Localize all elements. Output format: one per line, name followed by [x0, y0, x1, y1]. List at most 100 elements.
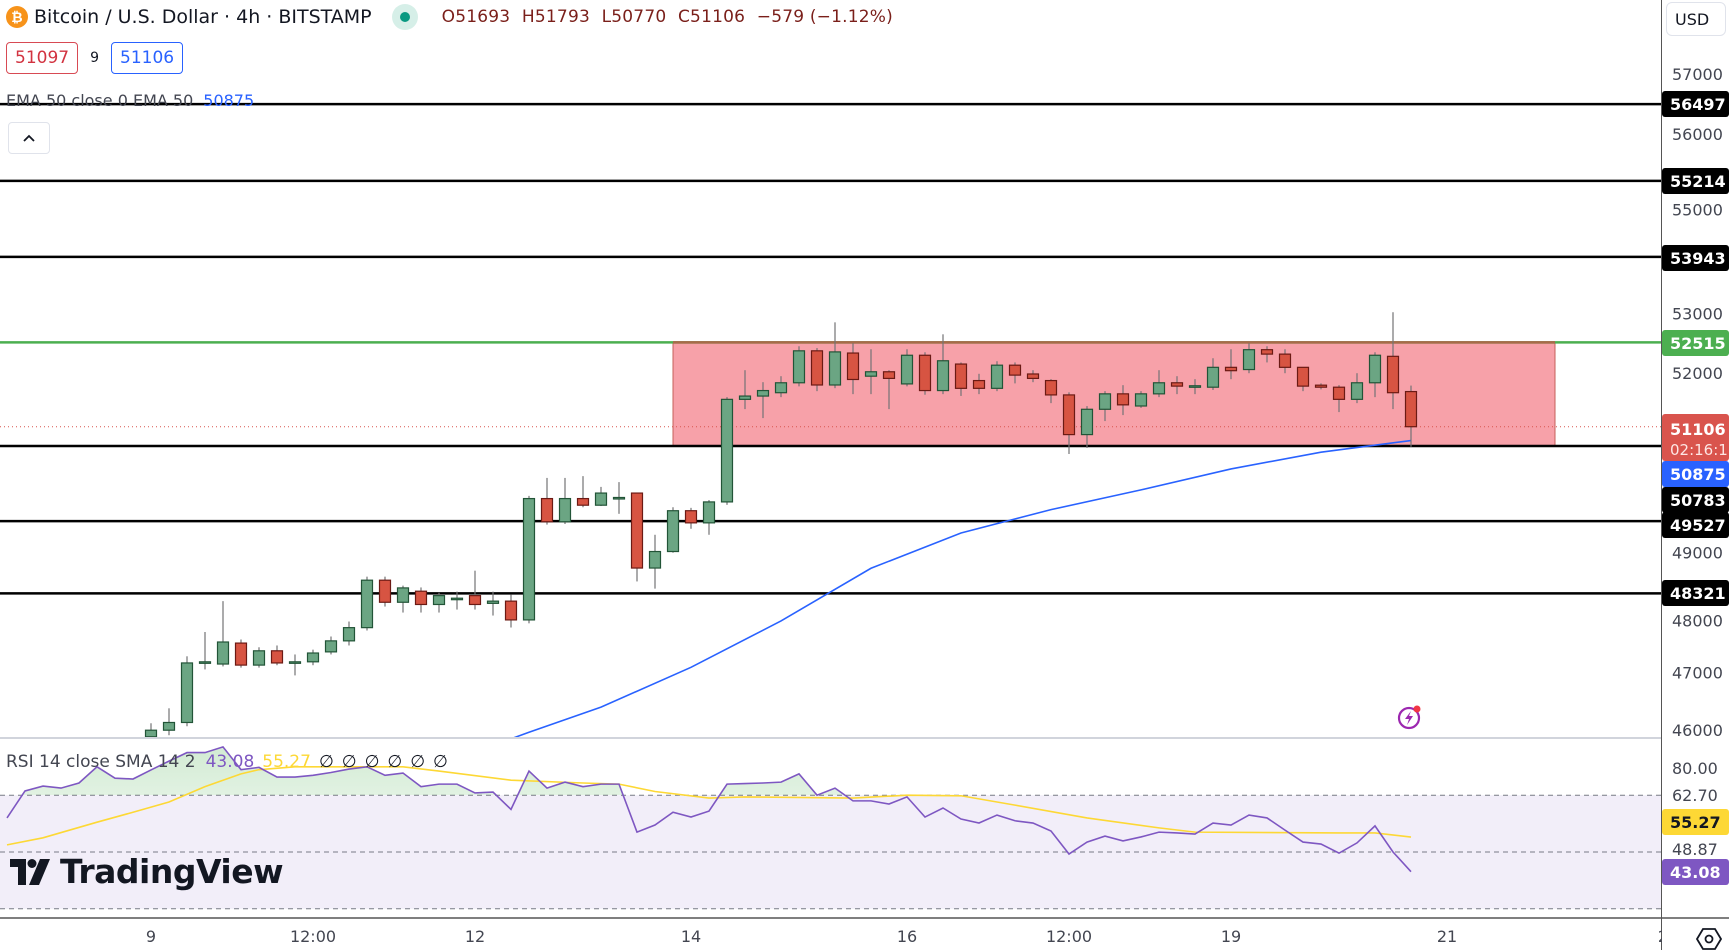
level-price-label-text: 48321: [1670, 584, 1726, 603]
candle: [774, 376, 788, 398]
candle: [216, 601, 230, 667]
price-axis[interactable]: 57000 56000 55000 53000 52000 49000 48000 47000…: [1662, 65, 1729, 885]
candle: [288, 654, 302, 676]
candle: [1170, 376, 1184, 395]
candle: [360, 576, 374, 631]
candle-body: [396, 587, 410, 603]
candle-body: [720, 398, 734, 503]
candle: [882, 370, 896, 410]
rsi-legend[interactable]: RSI 14 close SMA 14 2 43.08 55.27 ∅ ∅ ∅ …: [6, 752, 448, 772]
candle: [1152, 370, 1166, 398]
level-price-label-text: 50783: [1670, 491, 1726, 510]
level-price-label[interactable]: 55214: [1662, 168, 1729, 194]
rsi-overbought-fill: [22, 746, 845, 795]
lightning-icon[interactable]: [1396, 703, 1424, 731]
ema-50-line: [513, 439, 1412, 737]
candle-body: [1188, 385, 1202, 388]
currency-button[interactable]: USD: [1666, 2, 1726, 36]
level-price-label[interactable]: 52515: [1662, 330, 1729, 356]
candle: [324, 636, 338, 655]
candle: [1332, 385, 1346, 413]
tradingview-logo[interactable]: TradingView: [10, 852, 284, 891]
ema-legend-label: EMA 50 close 0 EMA 50: [6, 91, 194, 110]
open-value: O51693: [441, 7, 511, 27]
rsi-pane[interactable]: [0, 745, 1661, 910]
level-price-label-bg: [1662, 168, 1729, 194]
candle: [270, 645, 284, 666]
candle-body: [1404, 390, 1418, 428]
price-tick-label: 53000: [1672, 304, 1723, 323]
symbol-legend[interactable]: ₿ Bitcoin / U.S. Dollar · 4h · BITSTAMP …: [6, 4, 899, 30]
candle: [1368, 352, 1382, 398]
candle-body: [162, 721, 176, 731]
candle-body: [1026, 373, 1040, 380]
candle-body: [990, 364, 1004, 389]
candle-body: [918, 354, 932, 392]
candle: [504, 594, 518, 628]
level-price-label[interactable]: 50783: [1662, 487, 1729, 513]
candle: [756, 382, 770, 419]
candle-body: [1350, 382, 1364, 400]
market-open-status-icon[interactable]: [391, 4, 418, 30]
candle-body: [756, 389, 770, 397]
candle: [846, 343, 860, 395]
candle-body: [1062, 394, 1076, 436]
rsi-sma-axis-label[interactable]: 55.27: [1662, 809, 1729, 835]
price-tick-label: 56000: [1672, 125, 1723, 144]
candle: [540, 477, 554, 525]
rsi-axis-label[interactable]: 43.08: [1662, 859, 1729, 885]
range-box[interactable]: [672, 341, 1556, 447]
candle-body: [1098, 393, 1112, 410]
rsi-sma-axis-label-text: 55.27: [1670, 813, 1721, 832]
time-tick-label: 21: [1437, 927, 1457, 946]
candle: [1080, 406, 1094, 448]
settings-icon[interactable]: [1696, 926, 1722, 952]
sell-button[interactable]: 51097: [6, 42, 79, 74]
ema-price-label[interactable]: 50875: [1662, 461, 1729, 487]
candle: [648, 534, 662, 589]
level-price-label[interactable]: 49527: [1662, 512, 1729, 538]
candle: [864, 349, 878, 395]
candle-body: [486, 600, 500, 604]
candle: [936, 334, 950, 395]
level-price-label[interactable]: 48321: [1662, 580, 1729, 606]
na-value: ∅: [433, 752, 448, 772]
buy-button[interactable]: 51106: [111, 42, 184, 74]
candle-body: [882, 371, 896, 380]
candle-body: [180, 662, 194, 724]
price-pane[interactable]: [0, 102, 1661, 741]
candle: [972, 373, 986, 395]
collapse-legend-button[interactable]: [8, 122, 50, 154]
time-tick-label: 19: [1221, 927, 1241, 946]
last-price-text: 51106: [1670, 420, 1726, 439]
candle: [666, 507, 680, 553]
candle-body: [1224, 366, 1238, 372]
level-price-label[interactable]: 56497: [1662, 91, 1729, 117]
rsi-sma-legend-value: 55.27: [262, 752, 311, 772]
candle-body: [630, 492, 644, 569]
candle: [684, 507, 698, 529]
time-tick-label: 14: [681, 927, 701, 946]
last-price-bg: [1662, 414, 1729, 461]
rsi-tick-label: 62.70: [1672, 786, 1718, 805]
last-price-label[interactable]: 51106 02:16:1: [1662, 414, 1729, 461]
candle: [198, 632, 212, 670]
level-price-label-text: 53943: [1670, 249, 1726, 268]
candle: [306, 649, 320, 666]
level-price-label[interactable]: 53943: [1662, 245, 1729, 271]
candle: [702, 500, 716, 535]
ema-legend[interactable]: EMA 50 close 0 EMA 50 50875: [6, 91, 254, 110]
candle-body: [378, 579, 392, 603]
time-tick-label: 12:00: [290, 927, 336, 946]
candle-body: [576, 497, 590, 506]
candle-body: [504, 600, 518, 621]
level-price-label-text: 49527: [1670, 516, 1726, 535]
candle-body: [1314, 384, 1328, 388]
candle-body: [648, 550, 662, 569]
symbol-title[interactable]: Bitcoin / U.S. Dollar · 4h · BITSTAMP: [34, 6, 372, 28]
candle-body: [1332, 386, 1346, 400]
candle: [234, 639, 248, 668]
candle-body: [360, 579, 374, 629]
